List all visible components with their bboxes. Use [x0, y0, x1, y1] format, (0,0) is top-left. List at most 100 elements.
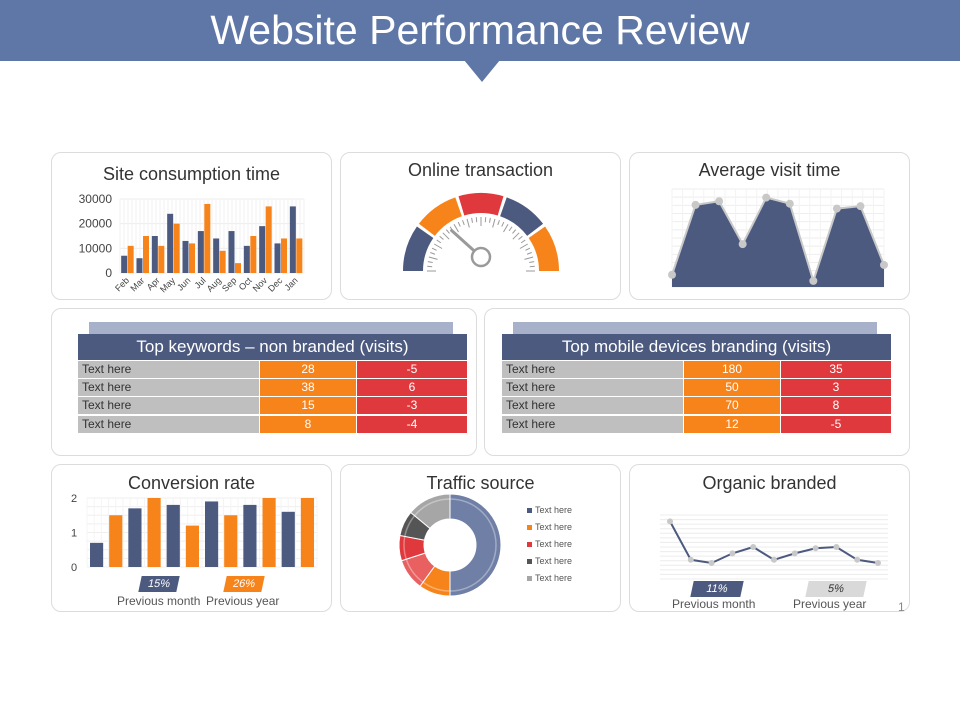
- consumption-xtick: Feb: [113, 275, 131, 293]
- consumption-bar: [151, 236, 158, 273]
- organic-month-caption: Previous month: [672, 597, 756, 611]
- gauge-segment: [500, 197, 544, 236]
- panel-organic: Organic branded 11% 5% Previous month Pr…: [629, 464, 910, 612]
- consumption-bar: [197, 231, 204, 273]
- consumption-xtick: Nov: [251, 275, 270, 294]
- keywords-table-row: Text here 15 -3: [78, 397, 467, 415]
- consumption-bar: [228, 231, 235, 273]
- mobile-table-row: Text here 180 35: [502, 361, 891, 379]
- area-point: [738, 240, 747, 249]
- keywords-cell-value: 8: [260, 415, 356, 433]
- consumption-xtick: May: [158, 275, 177, 294]
- average-visit-chart: [668, 188, 888, 288]
- conversion-ytick: 1: [71, 528, 77, 540]
- page-number: 1: [898, 600, 905, 614]
- traffic-legend-label: Text here: [535, 573, 573, 583]
- organic-point: [791, 550, 798, 557]
- keywords-cell-change: -5: [357, 361, 467, 378]
- mobile-cell-label: Text here: [502, 415, 683, 433]
- gauge-tick: [512, 232, 520, 240]
- mobile-cell-value: 180: [684, 361, 780, 378]
- mobile-table-tab: [513, 322, 877, 334]
- conversion-year-badge: 26%: [223, 576, 265, 592]
- keywords-table-row: Text here 8 -4: [78, 415, 467, 434]
- mobile-table-row: Text here 70 8: [502, 397, 891, 415]
- consumption-bar: [259, 226, 266, 273]
- consumption-ytick: 0: [105, 266, 112, 280]
- area-point: [668, 270, 676, 279]
- gauge-tick: [497, 220, 500, 226]
- conversion-bar: [128, 508, 142, 567]
- keywords-table-row: Text here 28 -5: [78, 361, 467, 379]
- consumption-bar: [182, 240, 189, 273]
- panel-online-transaction: Online transaction: [340, 152, 621, 300]
- organic-month-badge: 11%: [690, 581, 744, 597]
- consumption-bar: [219, 250, 226, 273]
- gauge-hub: [470, 246, 492, 268]
- gauge-tick: [524, 256, 534, 260]
- organic-point: [729, 550, 736, 557]
- traffic-legend-item: Text here: [527, 522, 572, 532]
- organic-point: [667, 518, 673, 525]
- conversion-month-badge: 15%: [138, 576, 180, 592]
- traffic-slice: [409, 493, 451, 530]
- page-title: Website Performance Review: [210, 7, 750, 53]
- mobile-cell-change: 35: [781, 361, 891, 378]
- conversion-bar: [109, 515, 123, 567]
- conversion-ytick: 2: [71, 493, 77, 505]
- area-point: [832, 204, 841, 213]
- traffic-legend-label: Text here: [535, 539, 573, 549]
- gauge-tick: [462, 220, 465, 226]
- keywords-table-row: Text here 38 6: [78, 379, 467, 397]
- consumption-bar: [281, 238, 287, 273]
- traffic-legend-label: Text here: [535, 505, 573, 515]
- conversion-bar: [262, 498, 276, 567]
- consumption-bar: [296, 238, 303, 273]
- conversion-ytick: 0: [71, 562, 77, 574]
- area-point: [809, 276, 818, 285]
- gauge-tick: [501, 221, 505, 227]
- consumption-bar: [158, 245, 165, 273]
- gauge-tick: [457, 221, 461, 227]
- panel-site-consumption: Site consumption time 0 10000 20000 30000 Fe…: [51, 152, 332, 300]
- gauge-segment: [528, 226, 559, 271]
- gauge-tick: [525, 247, 531, 251]
- conversion-title: Conversion rate: [127, 473, 256, 493]
- keywords-cell-value: 38: [260, 379, 356, 397]
- conversion-bar: [205, 501, 219, 567]
- area-line: [671, 196, 885, 285]
- consumption-bar: [274, 243, 281, 273]
- area-point: [785, 199, 794, 208]
- consumption-bar: [173, 223, 180, 273]
- mobile-cell-value: 70: [684, 397, 780, 415]
- consumption-xtick: Sep: [220, 275, 238, 293]
- title-banner: [0, 0, 960, 61]
- consumption-bar: [243, 245, 250, 273]
- keywords-cell-value: 15: [260, 397, 356, 415]
- mobile-table-row: Text here 50 3: [502, 379, 891, 397]
- traffic-legend-item: Text here: [527, 556, 572, 566]
- consumption-bar: [250, 236, 257, 273]
- area-point: [856, 202, 865, 211]
- consumption-xtick: Jan: [282, 275, 299, 292]
- organic-point: [771, 556, 777, 563]
- organic-chart: [660, 514, 888, 580]
- traffic-inner-ring: [403, 498, 497, 592]
- consumption-xtick: Dec: [266, 275, 285, 294]
- gauge-tick: [519, 243, 529, 249]
- gauge-tick: [431, 247, 437, 251]
- gauge-segment: [403, 226, 434, 271]
- traffic-legend-swatch: [527, 576, 532, 582]
- gauge-tick: [430, 252, 436, 255]
- mobile-cell-change: 8: [781, 397, 891, 415]
- traffic-title: Traffic source: [426, 473, 535, 493]
- traffic-legend-item: Text here: [527, 573, 572, 583]
- gauge-segment: [458, 193, 504, 216]
- mobile-cell-change: 3: [781, 379, 891, 397]
- organic-point: [750, 544, 757, 550]
- organic-point: [833, 544, 840, 550]
- gauge-tick: [466, 218, 470, 228]
- area-point: [715, 197, 724, 206]
- gauge-tick: [433, 243, 443, 249]
- area-point: [691, 200, 700, 209]
